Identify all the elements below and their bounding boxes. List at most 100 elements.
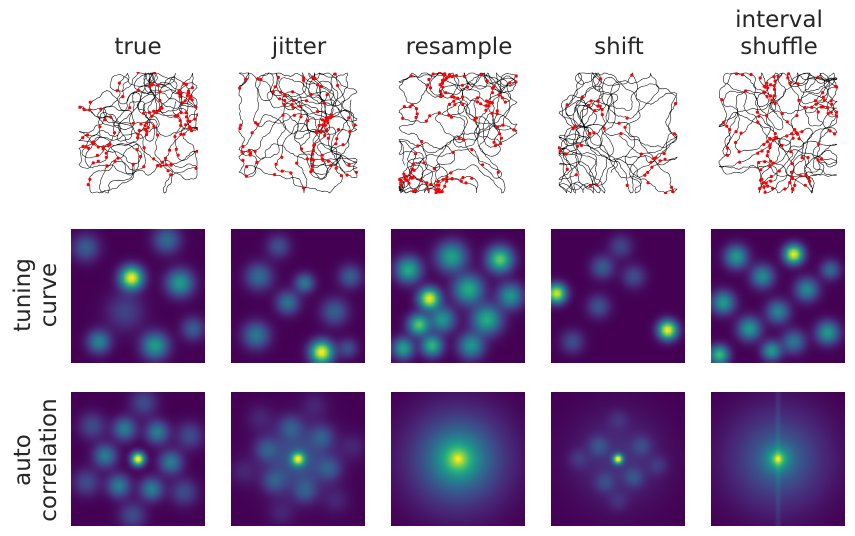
spike-marker: [821, 105, 825, 109]
spike-marker: [495, 109, 499, 113]
spike-marker: [722, 120, 726, 125]
spike-markers: [720, 72, 838, 194]
spike-marker: [835, 114, 838, 118]
spike-marker: [238, 126, 242, 131]
row-label-autocorrelation: auto correlation: [10, 398, 62, 522]
autocorrelation-true: [71, 392, 205, 526]
spike-marker: [512, 128, 516, 132]
spike-marker: [156, 164, 160, 168]
spike-marker: [416, 144, 420, 148]
spike-marker: [407, 181, 411, 185]
spike-marker: [256, 122, 260, 127]
spike-marker: [345, 173, 349, 177]
spike-marker: [88, 108, 92, 112]
spike-marker: [725, 153, 730, 157]
spike-marker: [768, 143, 772, 147]
spike-marker: [497, 132, 502, 136]
spike-marker: [181, 101, 185, 105]
spike-marker: [772, 87, 777, 91]
spike-marker: [766, 150, 770, 154]
trajectory-svg-true: [78, 72, 198, 194]
spike-marker: [437, 111, 441, 115]
spike-marker: [673, 102, 678, 106]
spike-marker: [813, 99, 817, 103]
spike-marker: [768, 94, 773, 98]
spike-marker: [500, 96, 504, 100]
tuning-curve-canvas-jitter: [231, 229, 365, 363]
spike-marker: [152, 157, 156, 161]
spike-marker: [755, 110, 759, 114]
spike-marker: [156, 83, 160, 87]
spike-marker: [326, 136, 330, 140]
spike-marker: [720, 98, 724, 102]
spike-marker: [186, 119, 190, 123]
spike-marker: [195, 149, 198, 153]
spike-marker: [182, 82, 186, 86]
spike-marker: [317, 123, 321, 128]
spike-marker: [765, 140, 769, 144]
spike-marker: [739, 131, 743, 135]
spike-marker: [652, 157, 656, 161]
spike-marker: [299, 115, 303, 119]
spike-marker: [817, 142, 821, 146]
trajectory-plot-true: [78, 72, 198, 194]
spike-marker: [282, 102, 286, 107]
spike-marker: [283, 93, 287, 98]
spike-marker: [188, 96, 192, 100]
spike-marker: [777, 169, 781, 173]
spike-marker: [749, 72, 753, 77]
spike-marker: [780, 143, 784, 147]
autocorrelation-canvas-resample: [391, 392, 525, 526]
spike-marker: [814, 102, 818, 106]
spike-marker: [796, 132, 800, 136]
spike-marker: [281, 113, 285, 117]
spike-marker: [152, 109, 156, 113]
spike-marker: [451, 150, 455, 155]
spike-marker: [798, 174, 803, 178]
spike-marker: [408, 105, 412, 109]
spike-marker: [152, 124, 156, 129]
spike-marker: [184, 115, 189, 119]
spike-marker: [756, 120, 760, 124]
spike-marker: [465, 85, 469, 89]
spike-marker: [759, 168, 763, 172]
spike-marker: [139, 122, 143, 126]
spike-marker: [429, 182, 433, 186]
spike-marker: [791, 176, 795, 181]
spike-marker: [108, 142, 112, 146]
spike-marker: [828, 129, 832, 133]
spike-marker: [178, 94, 182, 98]
spike-marker: [791, 136, 795, 140]
spike-marker: [490, 86, 495, 90]
spike-marker: [765, 114, 769, 118]
spike-marker: [247, 148, 251, 153]
spike-marker: [179, 132, 183, 136]
spike-marker: [136, 136, 140, 140]
spike-marker: [82, 107, 86, 112]
spike-markers: [398, 72, 518, 194]
spike-marker: [81, 144, 85, 149]
spike-marker: [470, 148, 474, 152]
spike-marker: [159, 164, 163, 168]
trajectory-path: [238, 72, 358, 194]
spike-marker: [414, 107, 419, 111]
spike-marker: [762, 142, 766, 147]
trajectory-svg-interval-shuffle: [718, 72, 838, 194]
spike-marker: [136, 132, 140, 136]
spike-marker: [158, 98, 162, 103]
spike-marker: [240, 150, 244, 154]
spike-marker: [143, 124, 147, 128]
spike-marker: [341, 143, 345, 147]
spike-marker: [833, 132, 837, 136]
spike-marker: [803, 105, 807, 110]
spike-marker: [765, 154, 769, 158]
spike-marker: [758, 76, 762, 80]
spike-marker: [316, 110, 320, 114]
spike-marker: [244, 174, 249, 178]
spike-marker: [399, 183, 403, 188]
tuning-curve-canvas-resample: [391, 229, 525, 363]
spike-marker: [353, 123, 357, 127]
spike-marker: [411, 175, 415, 179]
tuning-curve-resample: [391, 229, 525, 363]
spike-marker: [441, 178, 445, 182]
